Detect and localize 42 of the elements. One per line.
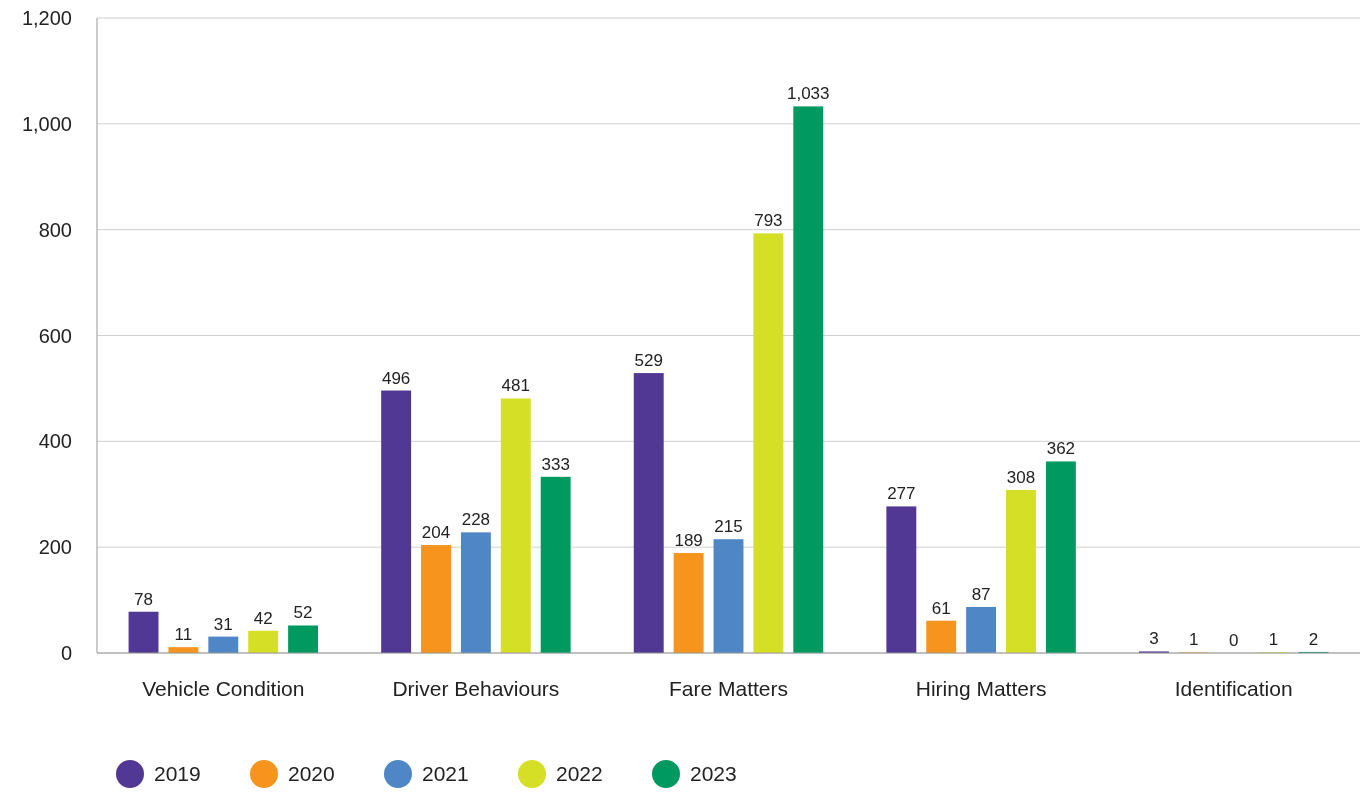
- data-label: 1: [1189, 630, 1199, 650]
- data-label: 228: [461, 510, 491, 530]
- data-label: 52: [293, 603, 313, 623]
- legend-label: 2021: [422, 762, 469, 786]
- y-tick-label: 0: [60, 642, 72, 664]
- data-label: 11: [174, 625, 193, 645]
- data-label: 529: [634, 351, 663, 371]
- y-tick-label: 200: [38, 536, 72, 559]
- data-label: 61: [931, 598, 951, 618]
- data-label: 42: [253, 608, 273, 628]
- y-tick-label: 600: [38, 324, 72, 347]
- data-label: 1: [1268, 630, 1279, 650]
- data-label: 308: [1006, 468, 1036, 488]
- data-label: 3: [1149, 629, 1159, 649]
- data-label: 481: [501, 376, 530, 396]
- legend-label: 2023: [690, 762, 737, 786]
- data-label: 2: [1308, 629, 1319, 649]
- x-tick-label: Fare Matters: [668, 677, 789, 700]
- y-tick-label: 1,000: [21, 112, 72, 135]
- x-tick-label: Hiring Matters: [915, 677, 1047, 700]
- data-label: 31: [213, 614, 233, 634]
- x-tick-label: Identification: [1174, 677, 1293, 700]
- y-tick-label: 1,200: [21, 7, 72, 29]
- x-tick-label: Driver Behaviours: [392, 677, 560, 700]
- data-label: 0: [1228, 631, 1239, 650]
- data-label: 277: [887, 484, 916, 504]
- legend-label: 2020: [288, 762, 335, 786]
- y-tick-label: 400: [38, 430, 72, 453]
- data-label: 78: [134, 589, 153, 609]
- x-tick-label: Vehicle Condition: [142, 677, 305, 700]
- y-tick-label: 800: [38, 218, 72, 241]
- data-label: 496: [381, 368, 411, 388]
- data-label: 87: [971, 584, 991, 604]
- legend-label: 2019: [154, 762, 201, 786]
- data-label: 333: [541, 454, 570, 474]
- data-label: 215: [714, 517, 743, 537]
- data-label: 1,033: [786, 84, 830, 104]
- data-label: 204: [421, 523, 451, 543]
- data-label: 362: [1046, 439, 1076, 459]
- data-label: 189: [674, 530, 703, 550]
- legend-label: 2022: [556, 762, 603, 786]
- data-label: 793: [754, 211, 783, 231]
